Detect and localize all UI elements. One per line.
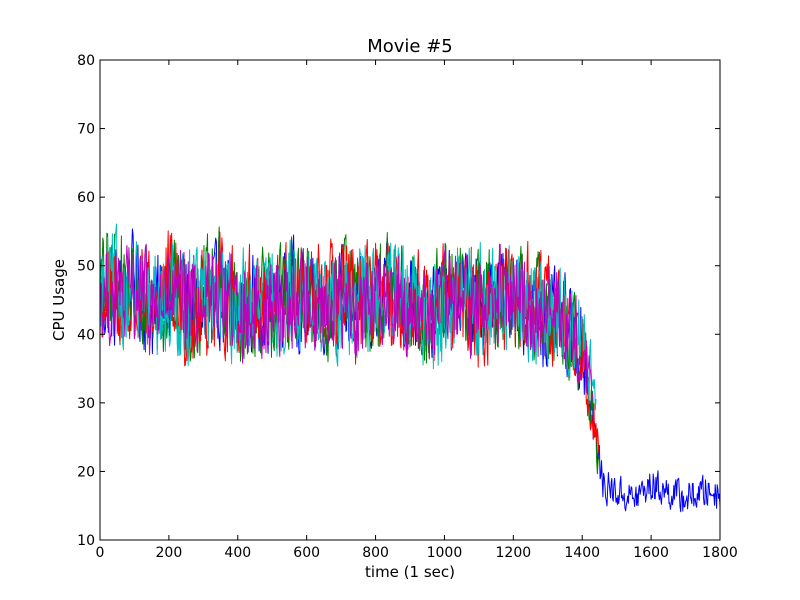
x-tick-label: 600 xyxy=(293,545,320,561)
y-tick-label: 70 xyxy=(77,122,95,138)
x-tick-label: 1000 xyxy=(427,545,463,561)
series-line-5 xyxy=(99,243,594,402)
x-tick-label: 0 xyxy=(96,545,105,561)
y-tick-label: 80 xyxy=(77,53,95,69)
y-tick-label: 30 xyxy=(77,396,95,412)
x-axis-label: time (1 sec) xyxy=(365,563,455,581)
x-axis: 0 200 400 600 800 1000 1200 1400 1600 1800 xyxy=(96,60,738,561)
y-tick-label: 50 xyxy=(77,259,95,275)
y-tick-label: 20 xyxy=(77,464,95,480)
y-tick-label: 10 xyxy=(77,533,95,549)
x-tick-label: 1400 xyxy=(564,545,600,561)
x-tick-label: 400 xyxy=(224,545,251,561)
y-tick-label: 40 xyxy=(77,327,95,343)
y-axis-label: CPU Usage xyxy=(50,259,68,341)
x-tick-label: 1600 xyxy=(633,545,669,561)
chart-title: Movie #5 xyxy=(367,36,453,57)
x-tick-label: 800 xyxy=(362,545,389,561)
y-tick-label: 60 xyxy=(77,190,95,206)
y-axis: 10 20 30 40 50 60 70 80 xyxy=(77,53,720,549)
axes-frame xyxy=(99,59,721,541)
x-tick-label: 1800 xyxy=(702,545,738,561)
x-tick-label: 1200 xyxy=(496,545,532,561)
series-layer xyxy=(99,223,721,513)
x-tick-label: 200 xyxy=(156,545,183,561)
